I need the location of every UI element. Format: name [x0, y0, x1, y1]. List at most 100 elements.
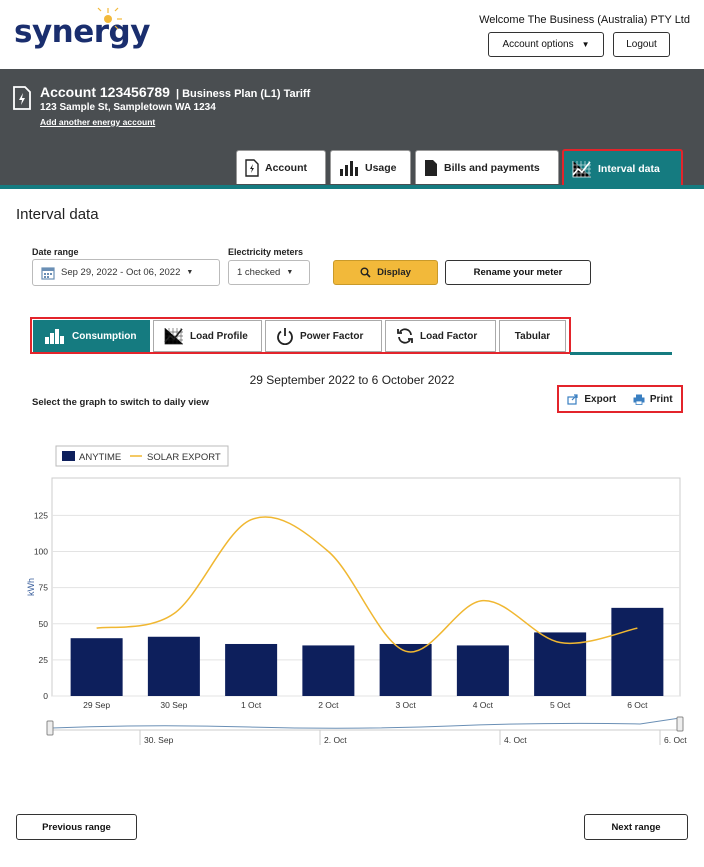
x-tick-label: 29 Sep — [83, 700, 110, 710]
display-label: Display — [377, 267, 411, 278]
refresh-icon — [397, 328, 413, 344]
document-icon — [425, 159, 437, 176]
caret-down-icon: ▼ — [186, 269, 194, 276]
subtab-power-factor-label: Power Factor — [300, 330, 364, 342]
x-axis: 29 Sep 30 Sep 1 Oct 2 Oct 3 Oct 4 Oct 5 Oct 6 O… — [83, 700, 648, 710]
range-navigator[interactable]: 30. Sep 2. Oct 4. Oct 6. Oct — [46, 716, 687, 745]
meters-value: 1 checked — [237, 267, 281, 278]
sun-logo-icon — [97, 7, 122, 30]
account-options-label: Account options — [502, 39, 574, 50]
navigator-left-handle[interactable] — [46, 720, 54, 736]
export-print-group: Export Print — [557, 385, 683, 413]
navigator-label: 30. Sep — [144, 735, 174, 745]
tab-interval-label: Interval data — [598, 163, 660, 175]
account-options-button[interactable]: Account options ▼ — [488, 32, 604, 57]
subtab-consumption[interactable]: Consumption — [33, 320, 150, 352]
next-range-button[interactable]: Next range — [584, 814, 688, 840]
power-icon — [277, 328, 293, 345]
subtab-power-factor[interactable]: Power Factor — [265, 320, 382, 352]
synergy-logo[interactable]: synergy — [14, 14, 150, 50]
display-button[interactable]: Display — [333, 260, 438, 285]
subtab-load-factor[interactable]: Load Factor — [385, 320, 496, 352]
account-heading: Account 123456789 | Business Plan (L1) Ta… — [40, 84, 310, 100]
anytime-bars[interactable] — [70, 607, 664, 696]
subtabs-highlight — [30, 317, 571, 354]
export-label: Export — [584, 393, 617, 405]
range-text: 29 September 2022 to 6 October 2022 — [249, 373, 455, 387]
bar-chart-icon — [340, 160, 358, 176]
export-icon — [567, 393, 578, 405]
y-tick-label: 100 — [34, 547, 48, 557]
meters-select[interactable]: 1 checked ▼ — [228, 260, 310, 285]
y-tick-label: 125 — [34, 510, 48, 520]
page-title: Interval data — [16, 206, 99, 223]
print-button[interactable]: Print — [633, 394, 673, 405]
date-range-picker[interactable]: Sep 29, 2022 - Oct 06, 2022 ▼ — [32, 259, 220, 286]
y-tick-label: 25 — [39, 655, 49, 665]
subtab-tabular[interactable]: Tabular — [499, 320, 566, 352]
x-tick-label: 5 Oct — [550, 700, 571, 710]
export-button[interactable]: Export — [567, 394, 616, 405]
x-tick-label: 6 Oct — [627, 700, 648, 710]
print-label: Print — [649, 393, 673, 405]
tab-usage[interactable]: Usage — [330, 150, 411, 184]
document-bolt-icon — [245, 158, 259, 177]
solar-export-line[interactable] — [96, 516, 638, 653]
navigator-label: 6. Oct — [664, 735, 687, 745]
caret-down-icon: ▼ — [286, 269, 294, 276]
search-icon — [360, 267, 371, 278]
account-plan: | Business Plan (L1) Tariff — [175, 88, 311, 100]
x-tick-label: 3 Oct — [395, 700, 416, 710]
y-axis-label: kWh — [26, 578, 36, 596]
y-tick-label: 0 — [43, 691, 48, 701]
account-number: Account 123456789 — [40, 84, 170, 100]
bar-6-oct[interactable] — [611, 607, 664, 696]
x-tick-label: 30 Sep — [160, 700, 187, 710]
date-range-label: Date range — [32, 247, 79, 257]
date-range-value: Sep 29, 2022 - Oct 06, 2022 — [61, 267, 181, 278]
grid-chart-icon — [572, 161, 591, 178]
navigator-label: 4. Oct — [504, 735, 527, 745]
graph-hint: Select the graph to switch to daily view — [32, 397, 209, 408]
y-axis: 0 25 50 75 100 125 — [34, 510, 48, 701]
meters-label: Electricity meters — [228, 247, 304, 257]
x-tick-label: 1 Oct — [241, 700, 262, 710]
subtab-consumption-label: Consumption — [72, 330, 137, 342]
bar-chart-icon — [45, 329, 64, 344]
caret-down-icon: ▼ — [581, 40, 590, 49]
bar-1-oct[interactable] — [225, 643, 278, 696]
bar-3-oct[interactable] — [379, 643, 432, 696]
tab-account[interactable]: Account — [236, 150, 326, 184]
add-account-link[interactable]: Add another energy account — [40, 117, 156, 127]
welcome-text: Welcome The Business (Australia) PTY Ltd — [479, 14, 690, 26]
y-tick-label: 75 — [39, 583, 49, 593]
tab-bills-and-payments[interactable]: Bills and payments — [415, 150, 559, 184]
navigator-right-handle[interactable] — [676, 716, 684, 732]
subtab-load-factor-label: Load Factor — [420, 330, 478, 342]
rename-meter-button[interactable]: Rename your meter — [445, 260, 591, 285]
logout-button[interactable]: Logout — [613, 32, 670, 57]
tab-underline — [0, 185, 704, 189]
consumption-chart[interactable]: ANYTIME SOLAR EXPORT 0 25 50 75 100 125 kWh 2… — [0, 440, 704, 750]
calendar-icon — [41, 266, 55, 280]
subtabs-underline — [570, 352, 672, 355]
tab-bills-label: Bills and payments — [444, 161, 540, 174]
navigator-label: 2. Oct — [324, 735, 347, 745]
previous-range-button[interactable]: Previous range — [16, 814, 137, 840]
tab-account-label: Account — [265, 161, 307, 174]
tab-interval-data[interactable]: Interval data — [562, 149, 683, 189]
bar-30-sep[interactable] — [147, 636, 200, 696]
printer-icon — [633, 394, 645, 405]
subtab-tabular-label: Tabular — [514, 330, 551, 342]
bar-2-oct[interactable] — [302, 645, 355, 696]
x-tick-label: 2 Oct — [318, 700, 339, 710]
bar-4-oct[interactable] — [456, 645, 509, 696]
legend-solar-label: SOLAR EXPORT — [147, 452, 221, 463]
subtab-load-profile[interactable]: Load Profile — [153, 320, 262, 352]
legend-anytime-label: ANYTIME — [79, 452, 121, 463]
document-bolt-icon — [13, 86, 31, 110]
bar-29-sep[interactable] — [70, 638, 123, 696]
subtab-load-profile-label: Load Profile — [190, 330, 248, 342]
grid-chart-icon — [164, 328, 183, 345]
tab-usage-label: Usage — [365, 161, 397, 174]
